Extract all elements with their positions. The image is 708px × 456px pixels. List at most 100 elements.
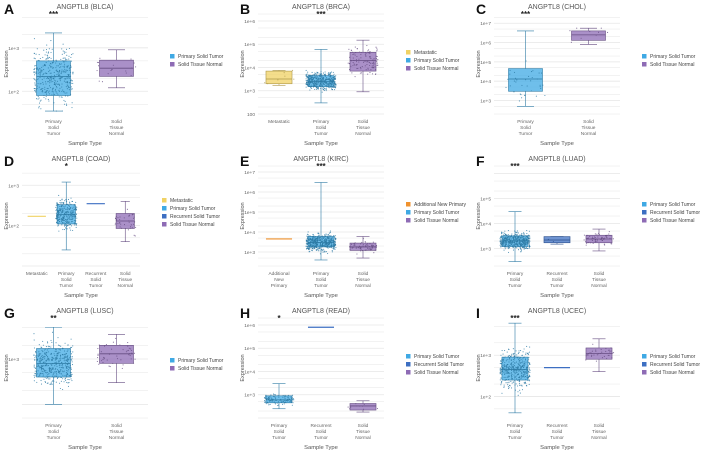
point	[71, 364, 74, 366]
point	[315, 245, 317, 247]
point	[352, 65, 354, 67]
point	[68, 86, 70, 89]
point	[501, 365, 503, 367]
x-tick-label: Primary	[313, 271, 330, 277]
y-tick-label: 1e+6	[480, 41, 491, 47]
point	[319, 74, 321, 76]
point	[41, 354, 43, 356]
point	[61, 198, 63, 200]
point	[505, 379, 507, 381]
point	[313, 77, 315, 79]
point	[516, 230, 518, 232]
point	[501, 349, 503, 352]
point	[306, 242, 308, 244]
point	[306, 238, 308, 240]
x-axis-label: Sample Type	[540, 293, 574, 299]
point	[310, 247, 312, 249]
point	[43, 49, 45, 51]
point	[503, 365, 505, 367]
point	[355, 405, 357, 407]
point	[35, 71, 37, 73]
y-tick-label: 1e+3	[244, 250, 255, 256]
point	[503, 249, 505, 251]
point	[502, 245, 504, 247]
point	[521, 236, 523, 238]
legend-label: Solid Tissue Normal	[170, 222, 214, 228]
point	[323, 236, 325, 238]
box-solid-tissue-normal	[569, 27, 609, 45]
point	[521, 365, 523, 368]
point	[105, 343, 107, 346]
point	[499, 367, 502, 369]
point	[327, 253, 329, 255]
point	[594, 240, 596, 242]
point	[44, 365, 46, 367]
point	[608, 354, 610, 356]
points	[55, 194, 78, 232]
box	[99, 345, 134, 364]
point	[34, 79, 36, 81]
point	[61, 370, 63, 372]
point	[97, 356, 99, 359]
point	[57, 210, 59, 212]
point	[522, 233, 524, 235]
point	[596, 233, 598, 235]
point	[64, 374, 66, 377]
point	[69, 214, 72, 216]
point	[330, 235, 332, 237]
point	[69, 82, 71, 84]
point	[503, 367, 505, 369]
point	[331, 86, 333, 88]
point	[52, 375, 54, 377]
point	[47, 76, 49, 78]
point	[71, 80, 73, 82]
point	[527, 360, 529, 362]
point	[46, 73, 48, 75]
point	[60, 380, 62, 382]
y-tick-label: 1e+5	[244, 346, 255, 352]
point	[37, 59, 39, 62]
point	[68, 382, 70, 384]
point	[518, 357, 520, 359]
point	[58, 83, 60, 85]
point	[333, 240, 336, 243]
point	[510, 242, 512, 244]
point	[36, 68, 38, 70]
point	[69, 77, 71, 79]
point	[538, 72, 540, 74]
point	[512, 249, 515, 251]
legend-swatch	[170, 54, 175, 59]
point	[305, 78, 307, 80]
legend-label: Primary Solid Tumor	[414, 210, 460, 216]
point	[309, 75, 312, 77]
point	[305, 75, 307, 77]
point	[608, 349, 610, 351]
point	[61, 90, 63, 92]
point	[39, 100, 41, 102]
point	[511, 377, 513, 380]
x-tick-label: Metastatic	[268, 119, 290, 125]
point	[67, 344, 69, 346]
point	[514, 358, 516, 360]
point	[519, 380, 521, 382]
point	[61, 209, 64, 212]
point	[59, 199, 61, 202]
point	[63, 370, 65, 372]
point	[513, 240, 516, 242]
point	[129, 227, 131, 229]
point	[375, 246, 377, 248]
point	[58, 63, 61, 65]
point	[326, 243, 328, 245]
legend-swatch	[162, 206, 167, 211]
point	[507, 230, 509, 232]
point	[269, 396, 271, 398]
point	[55, 206, 57, 208]
point	[513, 245, 515, 247]
y-tick-label: 1e+3	[8, 357, 19, 363]
point	[59, 387, 61, 390]
point	[129, 354, 131, 357]
point	[63, 354, 65, 356]
chart-title: ANGPTL8 (LUAD)	[528, 156, 585, 163]
point	[66, 206, 69, 208]
point	[52, 368, 54, 370]
